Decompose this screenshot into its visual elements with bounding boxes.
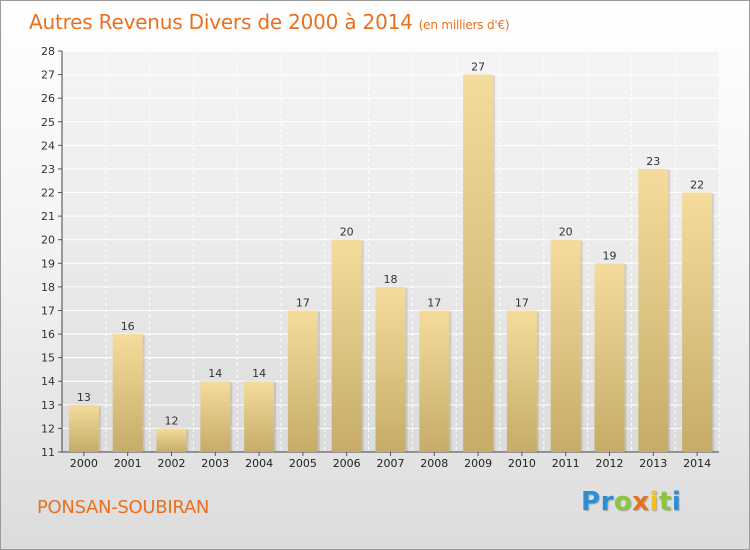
y-tick-label: 13 bbox=[41, 399, 55, 412]
logo-letter: x bbox=[632, 487, 650, 517]
data-label: 27 bbox=[471, 61, 485, 74]
bar bbox=[682, 192, 713, 452]
y-tick-label: 16 bbox=[41, 328, 55, 341]
bar bbox=[68, 404, 99, 452]
y-tick-label: 25 bbox=[41, 116, 55, 129]
y-tick-label: 28 bbox=[41, 45, 55, 58]
bar bbox=[375, 286, 406, 452]
x-tick-label: 2003 bbox=[201, 457, 229, 470]
y-tick-label: 26 bbox=[41, 92, 55, 105]
y-tick-label: 23 bbox=[41, 163, 55, 176]
bar bbox=[594, 263, 625, 452]
chart-title: Autres Revenus Divers de 2000 à 2014 (en … bbox=[29, 10, 510, 34]
data-label: 20 bbox=[559, 226, 573, 239]
y-tick-label: 27 bbox=[41, 69, 55, 82]
data-label: 14 bbox=[252, 367, 266, 380]
y-tick-label: 17 bbox=[41, 304, 55, 317]
bar bbox=[244, 381, 275, 452]
logo-letter: r bbox=[600, 487, 614, 517]
y-tick-label: 18 bbox=[41, 281, 55, 294]
data-label: 23 bbox=[646, 155, 660, 168]
y-tick-label: 21 bbox=[41, 210, 55, 223]
proxiti-logo: Proxiti bbox=[581, 487, 681, 517]
logo-letter: i bbox=[671, 487, 682, 517]
x-tick-label: 2014 bbox=[683, 457, 711, 470]
y-tick-label: 24 bbox=[41, 139, 55, 152]
labels: 11 12 13 14 15 16 17 18 19 20 21 22 23 24 25 26 27 28 13 20… bbox=[41, 45, 711, 470]
x-tick-label: 2006 bbox=[333, 457, 361, 470]
data-label: 14 bbox=[208, 367, 222, 380]
bar bbox=[506, 310, 537, 452]
bar bbox=[638, 168, 669, 453]
data-label: 22 bbox=[690, 179, 704, 192]
data-label: 18 bbox=[384, 273, 398, 286]
data-label: 16 bbox=[121, 320, 135, 333]
bar bbox=[200, 381, 231, 452]
y-tick-label: 11 bbox=[41, 446, 55, 459]
y-tick-label: 15 bbox=[41, 352, 55, 365]
data-label: 17 bbox=[296, 296, 310, 309]
chart-subtitle: (en milliers d'€) bbox=[418, 18, 510, 32]
bar bbox=[463, 74, 494, 453]
y-tick-label: 22 bbox=[41, 187, 55, 200]
bar bbox=[112, 334, 143, 452]
x-tick-label: 2000 bbox=[70, 457, 98, 470]
logo-letter: t bbox=[658, 487, 672, 517]
x-tick-label: 2012 bbox=[596, 457, 624, 470]
x-tick-label: 2001 bbox=[114, 457, 142, 470]
y-tick-label: 12 bbox=[41, 422, 55, 435]
bar bbox=[287, 310, 318, 452]
y-tick-label: 20 bbox=[41, 234, 55, 247]
bars bbox=[68, 74, 715, 453]
logo-letter: i bbox=[649, 487, 659, 517]
x-tick-label: 2002 bbox=[158, 457, 186, 470]
x-tick-label: 2004 bbox=[245, 457, 273, 470]
data-label: 19 bbox=[603, 249, 617, 262]
x-tick-label: 2009 bbox=[464, 457, 492, 470]
bar bbox=[331, 239, 362, 452]
bar bbox=[550, 239, 581, 452]
bar bbox=[419, 310, 450, 452]
bar bbox=[156, 428, 187, 452]
data-label: 17 bbox=[515, 296, 529, 309]
logo-letter: o bbox=[613, 487, 633, 517]
x-tick-label: 2013 bbox=[639, 457, 667, 470]
location-label: PONSAN-SOUBIRAN bbox=[37, 497, 210, 518]
data-label: 13 bbox=[77, 391, 91, 404]
data-label: 17 bbox=[427, 296, 441, 309]
y-tick-label: 19 bbox=[41, 257, 55, 270]
logo-letter: P bbox=[581, 487, 601, 517]
data-label: 12 bbox=[165, 414, 179, 427]
chart-title-text: Autres Revenus Divers de 2000 à 2014 bbox=[29, 10, 413, 34]
x-tick-label: 2005 bbox=[289, 457, 317, 470]
x-tick-label: 2010 bbox=[508, 457, 536, 470]
x-tick-label: 2008 bbox=[420, 457, 448, 470]
x-tick-label: 2007 bbox=[377, 457, 405, 470]
data-label: 20 bbox=[340, 226, 354, 239]
y-tick-label: 14 bbox=[41, 375, 55, 388]
x-tick-label: 2011 bbox=[552, 457, 580, 470]
